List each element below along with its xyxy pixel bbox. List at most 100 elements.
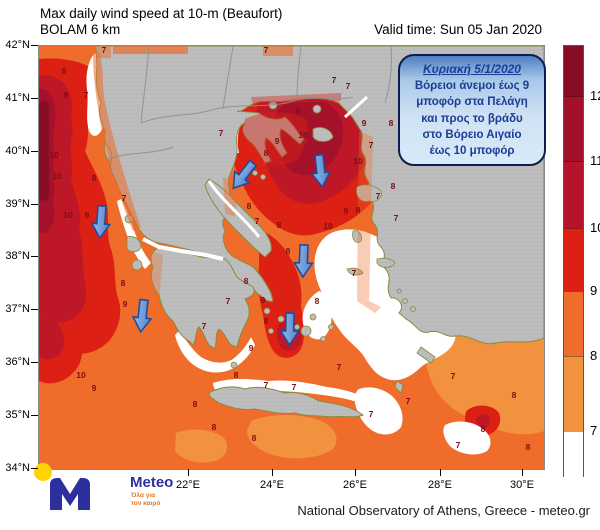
contour-label: 8 <box>92 173 97 183</box>
annotation-line: έως 10 μποφόρ <box>429 145 515 158</box>
logo-sun-icon <box>34 463 52 481</box>
lat-tick-label: 34°N <box>5 462 30 474</box>
contour-label: 8 <box>247 201 252 211</box>
contour-label: 9 <box>92 383 97 393</box>
contour-label: 7 <box>202 321 207 331</box>
lon-tick <box>187 469 189 476</box>
wind-arrow-icon <box>232 159 258 190</box>
colorbar-value-label: 9 <box>590 283 598 298</box>
contour-label: 7 <box>346 81 351 91</box>
beaufort-colorbar <box>563 45 584 478</box>
lat-tick <box>31 44 38 46</box>
lat-tick <box>31 308 38 310</box>
contour-label: 9 <box>344 206 349 216</box>
annotation-line: μποφόρ στα Πελάγη <box>416 96 528 109</box>
colorbar-segment <box>564 291 583 356</box>
contour-label: 7 <box>226 296 231 306</box>
logo-tagline: Όλα για <box>131 492 156 499</box>
contour-label: 8 <box>62 66 67 76</box>
peloponnese <box>150 246 255 350</box>
contour-label: 8 <box>244 276 249 286</box>
colorbar-value-label: 10 <box>590 220 600 235</box>
logo-tagline: τον καιρό <box>131 500 161 507</box>
contour-label: 10 <box>63 210 73 220</box>
lon-tick <box>354 469 356 476</box>
contour-label: 7 <box>337 362 342 372</box>
contour-label: 8 <box>315 296 320 306</box>
lon-tick-label: 26°E <box>343 479 367 491</box>
contour-label: 7 <box>352 268 357 278</box>
contour-label: 7 <box>102 46 107 55</box>
lon-tick <box>439 469 441 476</box>
contour-label: 8 <box>277 220 282 230</box>
contour-label: 8 <box>389 118 394 128</box>
contour-label: 9 <box>362 118 367 128</box>
contour-label: 7 <box>292 382 297 392</box>
contour-label: 7 <box>451 371 456 381</box>
contour-label: 9 <box>249 343 254 353</box>
lon-tick <box>271 469 273 476</box>
wind-direction-arrows <box>90 153 332 347</box>
forecast-annotation-box: Κυριακή 5/1/2020 Βόρειοι άνεμοι έως 9 μπ… <box>398 54 546 166</box>
wind-over-land-fringes <box>93 46 381 313</box>
lat-tick-label: 36°N <box>5 356 30 368</box>
contour-label: 9 <box>261 295 266 305</box>
wind-arrow-icon <box>292 244 314 279</box>
lat-tick-label: 35°N <box>5 409 30 421</box>
contour-label: 7 <box>406 396 411 406</box>
annotation-line: Βόρειοι άνεμοι έως 9 <box>414 80 530 92</box>
colorbar-segment <box>564 96 583 161</box>
model-name: BOLAM 6 km <box>40 22 121 37</box>
lat-tick-label: 37°N <box>5 303 30 315</box>
colorbar-value-label: 7 <box>590 423 598 438</box>
contour-label: 10 <box>353 156 363 166</box>
lat-tick <box>31 255 38 257</box>
contour-label: 10 <box>52 171 62 181</box>
contour-label: 9 <box>85 210 90 220</box>
lon-tick-label: 28°E <box>428 479 452 491</box>
contour-label: 8 <box>481 424 486 434</box>
contour-label: 9 <box>123 299 128 309</box>
lat-tick-label: 40°N <box>5 145 30 157</box>
wind-arrow-icon <box>131 298 153 334</box>
contour-label: 7 <box>369 409 374 419</box>
contour-label: 7 <box>332 75 337 85</box>
wind-arrow-icon <box>310 153 332 189</box>
logo-wordmark: Meteo <box>130 474 174 491</box>
lon-tick <box>521 469 523 476</box>
sea-straits <box>142 95 369 261</box>
colorbar-value-label: 12 <box>590 88 600 103</box>
contour-label: 8 <box>356 205 361 215</box>
colorbar-value-label: 11 <box>590 153 600 168</box>
colorbar-segment <box>564 356 583 431</box>
lon-tick-label: 24°E <box>260 479 284 491</box>
lon-tick-label: 22°E <box>176 479 200 491</box>
lat-tick <box>31 150 38 152</box>
wind-arrow-icon <box>279 312 301 347</box>
lat-tick <box>31 361 38 363</box>
contour-label: 9 <box>296 106 301 116</box>
lon-tick-label: 30°E <box>510 479 534 491</box>
contour-label: 10 <box>49 150 59 160</box>
contour-label: 7 <box>84 90 89 100</box>
credit-text: National Observatory of Athens, Greece -… <box>297 503 590 518</box>
contour-label: 9 <box>64 90 69 100</box>
contour-label: 7 <box>369 140 374 150</box>
contour-label: 7 <box>264 46 269 55</box>
contour-label: 7 <box>219 128 224 138</box>
colorbar-value-label: 8 <box>590 348 598 363</box>
contour-label: 7 <box>122 193 127 203</box>
wind-arrow-icon <box>90 204 112 240</box>
lat-tick <box>31 414 38 416</box>
lat-tick <box>31 97 38 99</box>
contour-label: 10 <box>323 221 333 231</box>
contour-label: 7 <box>394 213 399 223</box>
map-title: Max daily wind speed at 10-m (Beaufort) <box>40 6 283 21</box>
contour-label: 8 <box>212 422 217 432</box>
lat-tick-label: 41°N <box>5 92 30 104</box>
contour-label: 8 <box>391 181 396 191</box>
annotation-line: στο Βόρειο Αιγαίο <box>422 128 522 141</box>
annotation-date: Κυριακή 5/1/2020 <box>423 62 521 76</box>
sea-wind-11-cores <box>39 88 344 233</box>
